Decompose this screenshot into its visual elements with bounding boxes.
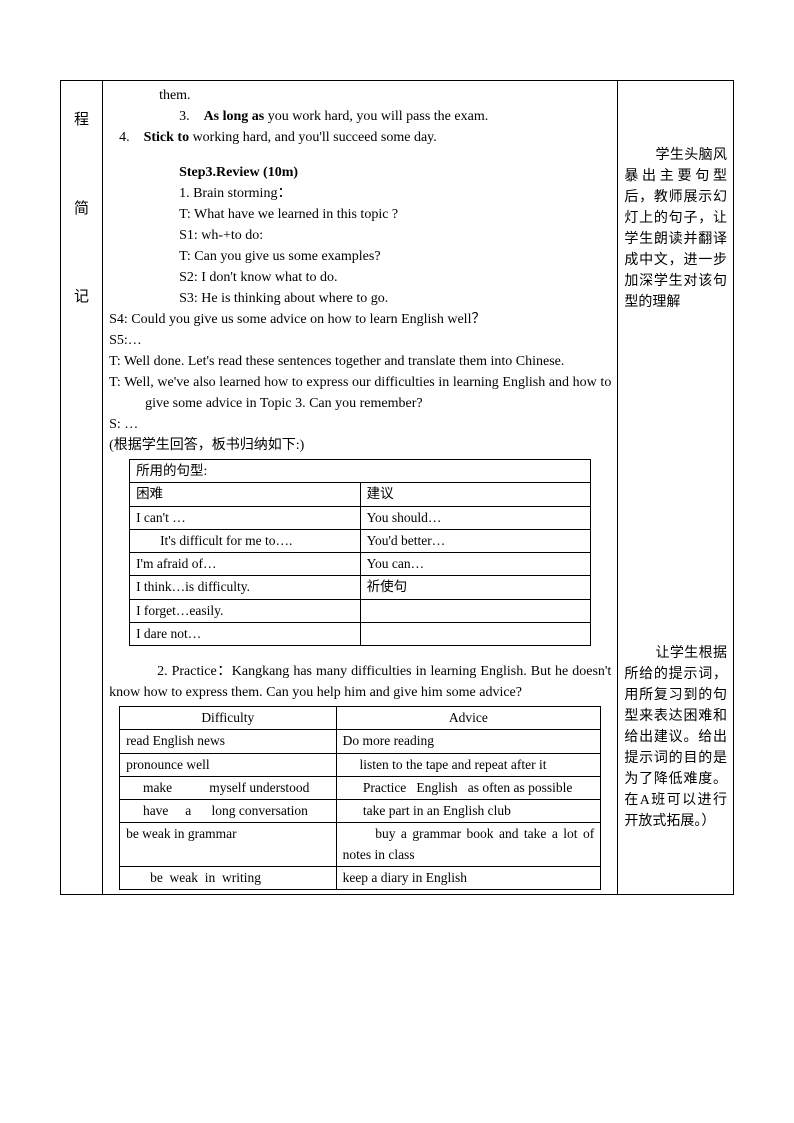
- cell: [360, 622, 591, 645]
- cell: 建议: [360, 483, 591, 506]
- cell: be weak in grammar: [120, 823, 337, 867]
- right-note-2: 让学生根据所给的提示词，用所复习到的句型来表达困难和给出建议。给出提示词的目的是…: [624, 643, 727, 832]
- s4-line: S4: Could you give us some advice on how…: [109, 309, 611, 330]
- cell: 困难: [130, 483, 361, 506]
- right-notes-column: 学生头脑风暴出主要句型后，教师展示幻灯上的句子，让学生朗读并翻译成中文，进一步加…: [618, 81, 734, 895]
- sentence-pattern-table: 所用的句型: 困难建议 I can't …You should… It's di…: [129, 459, 591, 646]
- main-content-column: them. 3. As long as you work hard, you w…: [103, 81, 618, 895]
- label-ji: 记: [67, 286, 96, 309]
- text-them: them.: [109, 85, 611, 106]
- inner-header: 所用的句型:: [130, 460, 591, 483]
- cell: I forget…easily.: [130, 599, 361, 622]
- item-4: 4. Stick to working hard, and you'll suc…: [109, 127, 611, 148]
- cell: You can…: [360, 553, 591, 576]
- cell: have a long conversation: [120, 800, 337, 823]
- left-label-column: 程 简 记: [61, 81, 103, 895]
- cell: 祈使句: [360, 576, 591, 599]
- label-cheng: 程: [67, 109, 96, 132]
- brainstorm-5: S2: I don't know what to do.: [109, 267, 611, 288]
- label-jian: 简: [67, 198, 96, 221]
- cell: make myself understood: [120, 776, 337, 799]
- practice-intro: 2. Practice：Kangkang has many difficulti…: [109, 661, 611, 703]
- cell: listen to the tape and repeat after it: [336, 753, 601, 776]
- cell: You'd better…: [360, 529, 591, 552]
- cell: pronounce well: [120, 753, 337, 776]
- cell: be weak in writing: [120, 866, 337, 889]
- brainstorm-4: T: Can you give us some examples?: [109, 246, 611, 267]
- step3-heading: Step3.Review (10m): [109, 162, 611, 183]
- cell: buy a grammar book and take a lot of not…: [336, 823, 601, 867]
- practice-header-2: Advice: [336, 707, 601, 730]
- cell: It's difficult for me to….: [130, 529, 361, 552]
- cell: read English news: [120, 730, 337, 753]
- t-welldone: T: Well done. Let's read these sentences…: [109, 351, 611, 372]
- brainstorm-6: S3: He is thinking about where to go.: [109, 288, 611, 309]
- item-3: 3. As long as you work hard, you will pa…: [109, 106, 611, 127]
- board-note: (根据学生回答，板书归纳如下:): [109, 435, 611, 456]
- brainstorm-2: T: What have we learned in this topic ?: [109, 204, 611, 225]
- cell: I'm afraid of…: [130, 553, 361, 576]
- cell: [360, 599, 591, 622]
- practice-header-1: Difficulty: [120, 707, 337, 730]
- cell: Do more reading: [336, 730, 601, 753]
- cell: You should…: [360, 506, 591, 529]
- brainstorm-1: 1. Brain storming：: [109, 183, 611, 204]
- cell: Practice English as often as possible: [336, 776, 601, 799]
- s5-line: S5:…: [109, 330, 611, 351]
- cell: I can't …: [130, 506, 361, 529]
- lesson-plan-table: 程 简 记 them. 3. As long as you work hard,…: [60, 80, 734, 895]
- cell: keep a diary in English: [336, 866, 601, 889]
- cell: take part in an English club: [336, 800, 601, 823]
- practice-table: DifficultyAdvice read English newsDo mor…: [119, 706, 601, 890]
- cell: I dare not…: [130, 622, 361, 645]
- brainstorm-3: S1: wh-+to do:: [109, 225, 611, 246]
- right-note-1: 学生头脑风暴出主要句型后，教师展示幻灯上的句子，让学生朗读并翻译成中文，进一步加…: [624, 145, 727, 313]
- s-blank: S: …: [109, 414, 611, 435]
- cell: I think…is difficulty.: [130, 576, 361, 599]
- t-also-learned: T: Well, we've also learned how to expre…: [109, 372, 611, 414]
